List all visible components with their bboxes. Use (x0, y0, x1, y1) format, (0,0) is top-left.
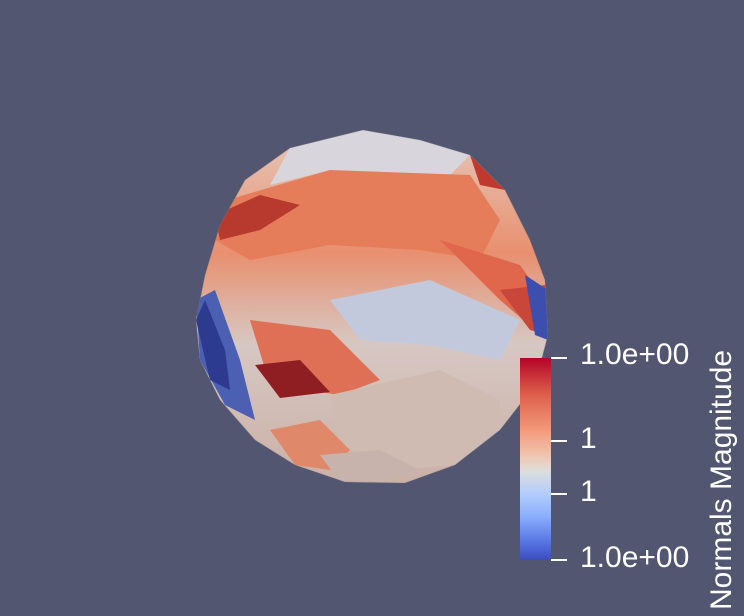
scalar-bar-title: Normals Magnitude (705, 349, 738, 610)
scalar-bar-label-max: 1.0e+00 (580, 338, 690, 371)
scalar-bar-tick (551, 357, 567, 359)
scalar-bar-tick (551, 559, 567, 561)
scalar-bar-gradient (520, 358, 551, 560)
scalar-bar-label-mid-low: 1 (580, 475, 597, 508)
scalar-bar-tick (551, 493, 567, 495)
scalar-bar-label-min: 1.0e+00 (580, 541, 690, 574)
scalar-bar-label-mid-high: 1 (580, 422, 597, 455)
scalar-bar-tick (551, 440, 567, 442)
